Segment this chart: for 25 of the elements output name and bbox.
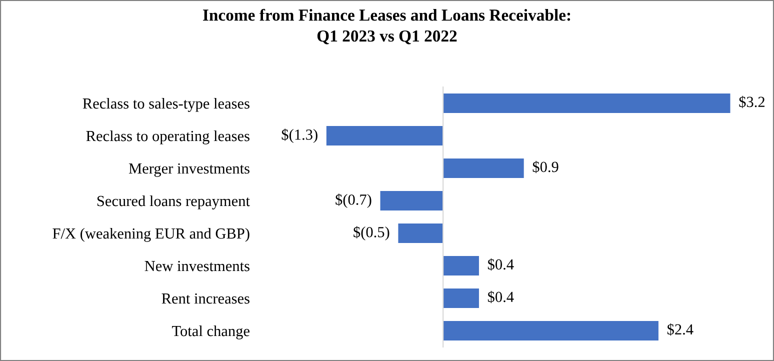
bar — [443, 94, 730, 113]
y-tick-label: New investments — [144, 260, 250, 272]
bar — [443, 321, 658, 340]
bar — [398, 224, 444, 243]
y-tick-label: Reclass to operating leases — [86, 130, 250, 144]
bar — [443, 288, 479, 308]
data-label: $3.2 — [739, 96, 764, 108]
data-label: $0.4 — [488, 258, 514, 271]
data-label: $2.4 — [667, 323, 694, 336]
chart-title: Income from Finance Leases and Loans Receivable: Q1 2023 vs Q1 2022 — [203, 8, 570, 44]
data-label: $0.4 — [488, 290, 514, 304]
bar — [443, 158, 524, 178]
y-tick-label: Total change — [172, 325, 250, 340]
y-tick-label: Rent increases — [162, 293, 250, 304]
y-tick-label: Merger investments — [128, 163, 250, 177]
data-label: $0.9 — [532, 160, 558, 174]
y-tick-label: Reclass to sales-type leases — [82, 98, 250, 112]
data-label: $(0.5) — [354, 226, 390, 240]
bar — [380, 191, 444, 210]
data-label: $(1.3) — [282, 128, 318, 143]
y-tick-label: Secured loans repayment — [97, 195, 250, 210]
bar — [326, 126, 444, 146]
data-label: $(0.7) — [336, 194, 372, 208]
y-tick-label: F/X (weakening EUR and GBP) — [52, 228, 250, 242]
bar — [443, 256, 479, 276]
